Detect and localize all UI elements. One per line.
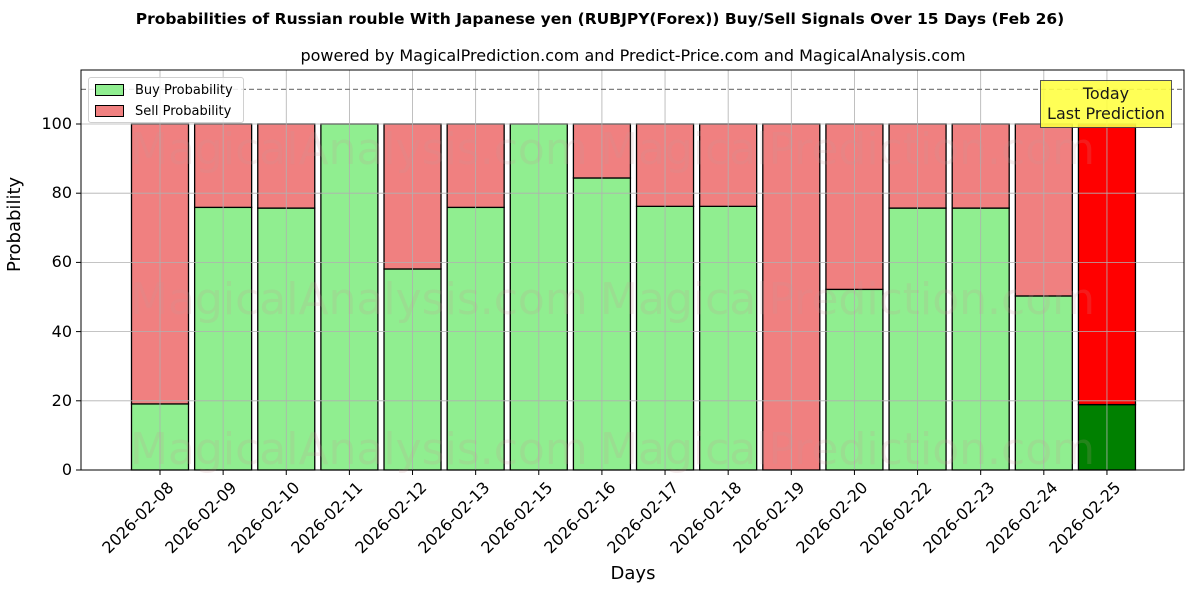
buy-swatch-icon — [95, 84, 124, 96]
y-axis-label: Probability — [4, 176, 25, 272]
legend: Buy Probability Sell Probability — [88, 77, 244, 123]
legend-item-buy: Buy Probability — [95, 82, 233, 98]
y-tick-label: 60 — [51, 252, 72, 272]
annotation-line-2: Last Prediction — [1047, 104, 1165, 123]
axes-frame — [80, 69, 1185, 471]
legend-sell-label: Sell Probability — [135, 103, 232, 119]
chart-title: Probabilities of Russian rouble With Jap… — [135, 10, 1065, 28]
annotation-line-1: Today — [1082, 84, 1130, 103]
today-annotation: Today Last Prediction — [1040, 80, 1172, 128]
chart-subtitle: powered by MagicalPrediction.com and Pre… — [300, 46, 966, 65]
y-tick-label: 0 — [61, 460, 72, 479]
legend-buy-label: Buy Probability — [135, 82, 233, 98]
y-tick-label: 100 — [41, 114, 72, 133]
legend-item-sell: Sell Probability — [95, 103, 232, 119]
y-tick-label: 80 — [51, 183, 72, 203]
x-axis-label: Days — [610, 563, 656, 584]
sell-swatch-icon — [95, 105, 124, 117]
y-tick-label: 20 — [51, 390, 72, 410]
y-tick-label: 40 — [51, 321, 72, 341]
